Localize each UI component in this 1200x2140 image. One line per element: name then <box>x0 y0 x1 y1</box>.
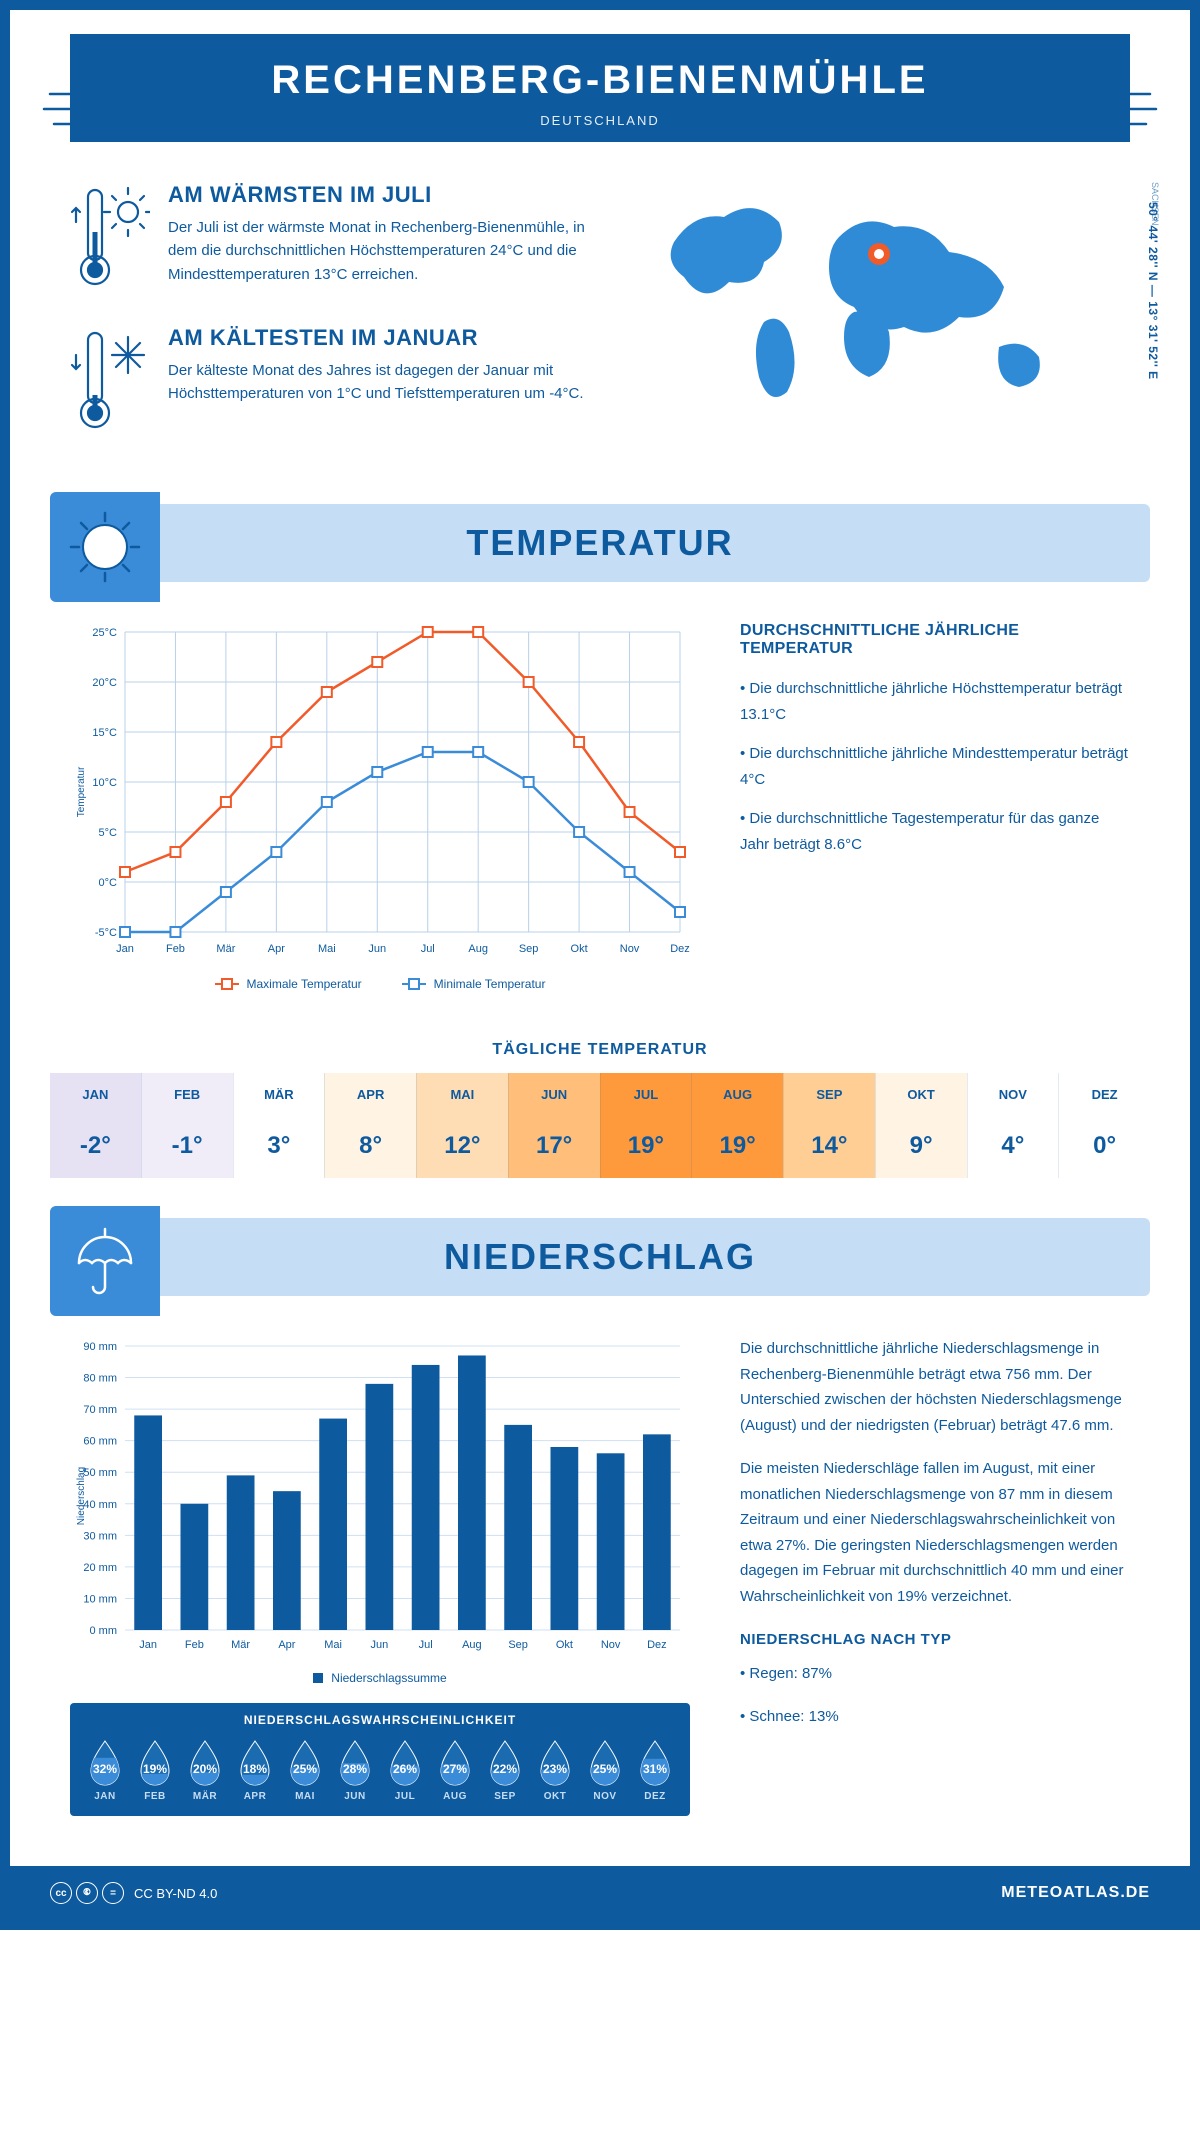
precipitation-banner: NIEDERSCHLAG <box>50 1218 1150 1296</box>
cold-fact: AM KÄLTESTEN IM JANUAR Der kälteste Mona… <box>70 325 594 440</box>
svg-text:50 mm: 50 mm <box>83 1467 117 1479</box>
svg-text:Sep: Sep <box>519 943 539 955</box>
world-map: SACHSEN 50° 44' 28'' N — 13° 31' 52'' E <box>654 182 1130 468</box>
svg-text:Nov: Nov <box>620 943 640 955</box>
license-text: CC BY-ND 4.0 <box>134 1886 217 1901</box>
svg-text:25%: 25% <box>593 1762 617 1776</box>
svg-text:Okt: Okt <box>571 943 588 955</box>
precipitation-bar-chart: 0 mm 10 mm 20 mm 30 mm 40 mm 50 mm 60 mm 70 mm 8… <box>70 1336 690 1656</box>
svg-text:31%: 31% <box>643 1762 667 1776</box>
svg-text:10 mm: 10 mm <box>83 1593 117 1605</box>
svg-text:Temperatur: Temperatur <box>76 766 87 817</box>
svg-text:25°C: 25°C <box>92 627 117 639</box>
warm-fact: AM WÄRMSTEN IM JULI Der Juli ist der wär… <box>70 182 594 297</box>
temperature-banner: TEMPERATUR <box>50 504 1150 582</box>
svg-text:26%: 26% <box>393 1762 417 1776</box>
precip-para-2: Die meisten Niederschläge fallen im Augu… <box>740 1456 1130 1609</box>
svg-text:Nov: Nov <box>601 1639 621 1651</box>
precipitation-probability-box: NIEDERSCHLAGSWAHRSCHEINLICHKEIT 32% JAN … <box>70 1703 690 1816</box>
svg-text:10°C: 10°C <box>92 777 117 789</box>
svg-text:20 mm: 20 mm <box>83 1562 117 1574</box>
svg-text:22%: 22% <box>493 1762 517 1776</box>
svg-text:Aug: Aug <box>462 1639 482 1651</box>
svg-text:Dez: Dez <box>647 1639 667 1651</box>
page-subtitle: DEUTSCHLAND <box>70 113 1130 128</box>
svg-text:Sep: Sep <box>508 1639 528 1651</box>
prob-title: NIEDERSCHLAGSWAHRSCHEINLICHKEIT <box>80 1713 680 1727</box>
site-name: METEOATLAS.DE <box>1001 1884 1150 1902</box>
precip-para-1: Die durchschnittliche jährliche Niedersc… <box>740 1336 1130 1438</box>
svg-text:Niederschlag: Niederschlag <box>76 1467 87 1525</box>
precip-type-bullets: • Regen: 87%• Schnee: 13% <box>740 1661 1130 1730</box>
svg-text:0 mm: 0 mm <box>90 1625 118 1637</box>
svg-text:Dez: Dez <box>670 943 690 955</box>
temp-side-bullets: • Die durchschnittliche jährliche Höchst… <box>740 676 1130 857</box>
svg-text:Mai: Mai <box>324 1639 342 1651</box>
svg-text:Feb: Feb <box>185 1639 204 1651</box>
infographic-page: RECHENBERG-BIENENMÜHLE DEUTSCHLAND AM WÄ… <box>0 0 1200 1930</box>
svg-text:Mai: Mai <box>318 943 336 955</box>
daily-temp-title: TÄGLICHE TEMPERATUR <box>10 1041 1190 1059</box>
svg-text:25%: 25% <box>293 1762 317 1776</box>
svg-text:32%: 32% <box>93 1762 117 1776</box>
svg-text:70 mm: 70 mm <box>83 1404 117 1416</box>
footer: cc🅮= CC BY-ND 4.0 METEOATLAS.DE <box>10 1866 1190 1920</box>
svg-text:Aug: Aug <box>468 943 488 955</box>
precip-chart-legend: Niederschlagssumme <box>70 1671 690 1685</box>
thermometer-hot-icon <box>70 182 150 297</box>
svg-text:30 mm: 30 mm <box>83 1530 117 1542</box>
warm-text: Der Juli ist der wärmste Monat in Rechen… <box>168 216 594 286</box>
temp-section-title: TEMPERATUR <box>50 522 1150 564</box>
temperature-line-chart: -5°C 0°C 5°C 10°C 15°C 20°C 25°C Jan Feb Mär Apr Ma… <box>70 622 690 962</box>
temp-side-title: DURCHSCHNITTLICHE JÄHRLICHE TEMPERATUR <box>740 622 1130 658</box>
svg-text:19%: 19% <box>143 1762 167 1776</box>
svg-text:80 mm: 80 mm <box>83 1373 117 1385</box>
svg-text:Apr: Apr <box>268 943 285 955</box>
svg-text:20%: 20% <box>193 1762 217 1776</box>
svg-text:-5°C: -5°C <box>95 927 117 939</box>
cc-icons: cc🅮= <box>50 1882 124 1904</box>
svg-text:Apr: Apr <box>278 1639 295 1651</box>
svg-text:15°C: 15°C <box>92 727 117 739</box>
precip-type-title: NIEDERSCHLAG NACH TYP <box>740 1627 1130 1653</box>
svg-text:90 mm: 90 mm <box>83 1341 117 1353</box>
svg-text:Okt: Okt <box>556 1639 573 1651</box>
umbrella-icon <box>50 1206 160 1316</box>
svg-text:27%: 27% <box>443 1762 467 1776</box>
sun-icon <box>50 492 160 602</box>
svg-text:Jul: Jul <box>419 1639 433 1651</box>
daily-temperature-table: JAN-2°FEB-1°MÄR3°APR8°MAI12°JUN17°JUL19°… <box>50 1073 1150 1178</box>
header: RECHENBERG-BIENENMÜHLE DEUTSCHLAND <box>70 34 1130 142</box>
svg-text:Mär: Mär <box>231 1639 250 1651</box>
cold-text: Der kälteste Monat des Jahres ist dagege… <box>168 359 594 406</box>
svg-text:60 mm: 60 mm <box>83 1436 117 1448</box>
thermometer-cold-icon <box>70 325 150 440</box>
svg-text:Jun: Jun <box>371 1639 389 1651</box>
svg-text:0°C: 0°C <box>99 877 118 889</box>
svg-text:23%: 23% <box>543 1762 567 1776</box>
svg-text:Mär: Mär <box>216 943 235 955</box>
svg-text:18%: 18% <box>243 1762 267 1776</box>
cold-title: AM KÄLTESTEN IM JANUAR <box>168 325 594 351</box>
precip-section-title: NIEDERSCHLAG <box>50 1236 1150 1278</box>
coordinates: 50° 44' 28'' N — 13° 31' 52'' E <box>1146 202 1160 380</box>
svg-text:Feb: Feb <box>166 943 185 955</box>
warm-title: AM WÄRMSTEN IM JULI <box>168 182 594 208</box>
page-title: RECHENBERG-BIENENMÜHLE <box>70 58 1130 103</box>
svg-text:Jun: Jun <box>368 943 386 955</box>
svg-text:40 mm: 40 mm <box>83 1499 117 1511</box>
svg-text:20°C: 20°C <box>92 677 117 689</box>
svg-text:5°C: 5°C <box>99 827 118 839</box>
svg-text:Jul: Jul <box>421 943 435 955</box>
svg-text:Jan: Jan <box>139 1639 157 1651</box>
svg-text:28%: 28% <box>343 1762 367 1776</box>
svg-text:Jan: Jan <box>116 943 134 955</box>
temp-chart-legend: Maximale Temperatur Minimale Temperatur <box>70 977 690 991</box>
